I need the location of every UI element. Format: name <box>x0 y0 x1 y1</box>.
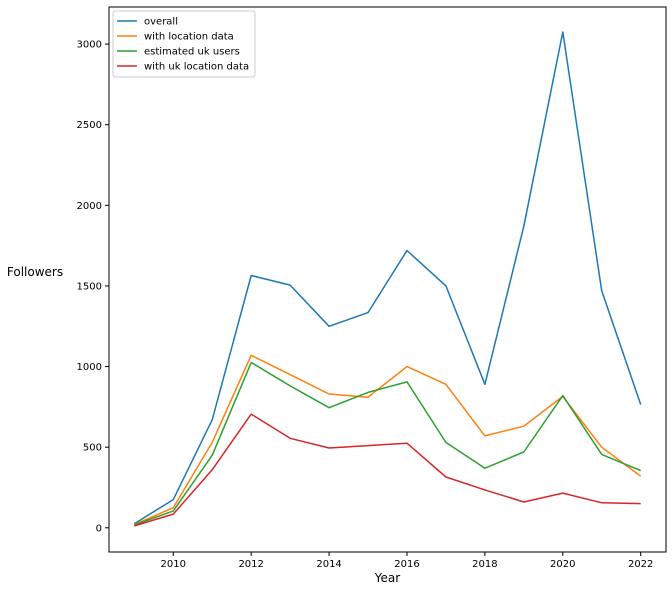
plot-area <box>108 6 667 553</box>
legend: overall with location data estimated uk us… <box>112 10 256 78</box>
legend-label: overall <box>144 17 178 28</box>
series-lines <box>133 31 642 527</box>
y-tick-label: 2000 <box>77 201 102 212</box>
x-axis: 2010 2012 2014 2016 2018 2020 2022 <box>161 552 653 570</box>
y-axis-title: Followers <box>7 265 63 279</box>
legend-label: estimated uk users <box>144 47 240 58</box>
series-line-overall <box>133 31 642 525</box>
series-line-with-location-data <box>134 354 642 526</box>
y-tick-label: 3000 <box>77 40 102 51</box>
y-axis: 0 500 1000 1500 2000 2500 3000 <box>77 40 109 534</box>
y-tick-label: 1000 <box>77 362 102 373</box>
x-axis-title: Year <box>374 571 400 585</box>
x-tick-label: 2012 <box>238 559 263 570</box>
legend-label: with uk location data <box>144 62 249 73</box>
x-tick-label: 2018 <box>472 559 497 570</box>
x-tick-label: 2020 <box>550 559 575 570</box>
x-tick-label: 2022 <box>628 559 653 570</box>
x-tick-label: 2016 <box>394 559 419 570</box>
y-tick-label: 500 <box>83 443 102 454</box>
y-tick-label: 2500 <box>77 120 102 131</box>
legend-label: with location data <box>144 32 234 43</box>
legend-box <box>112 10 256 78</box>
x-tick-label: 2014 <box>316 559 341 570</box>
series-line-with-uk-location-data <box>134 413 641 527</box>
y-tick-label: 0 <box>96 523 102 534</box>
y-tick-label: 1500 <box>77 281 102 292</box>
x-tick-label: 2010 <box>161 559 186 570</box>
series-line-estimated-uk-users <box>134 361 641 526</box>
